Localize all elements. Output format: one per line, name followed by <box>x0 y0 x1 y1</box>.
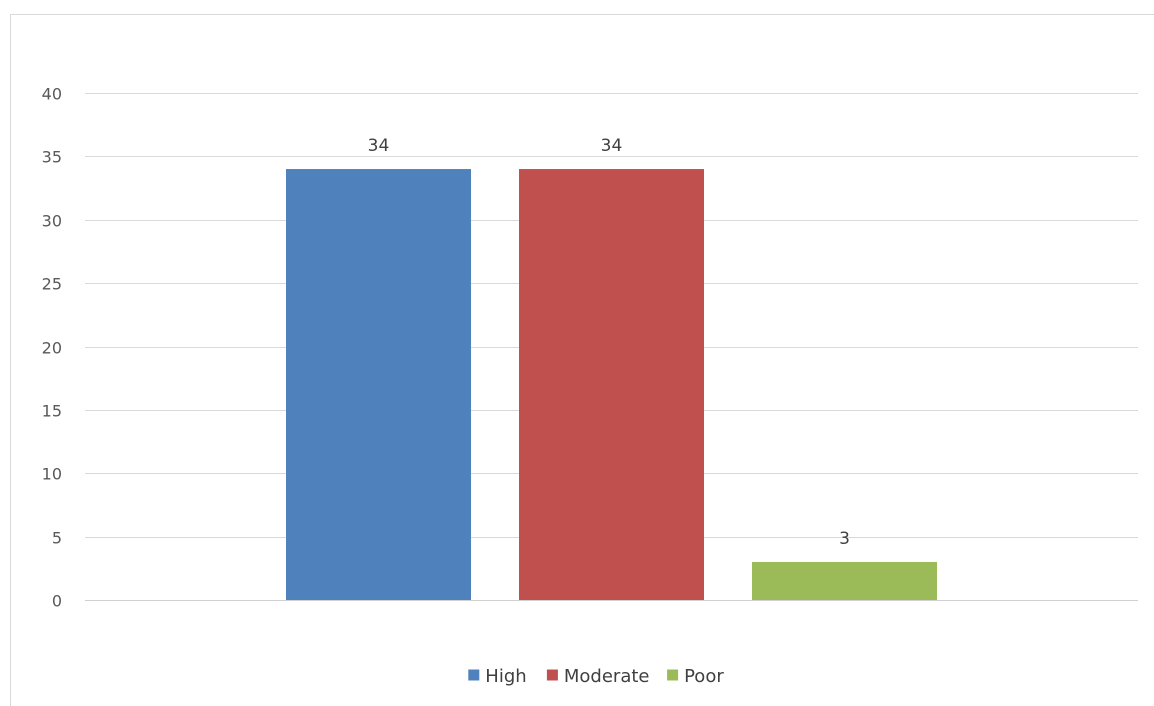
legend-label-high: High <box>485 666 526 687</box>
data-label-high: 34 <box>368 136 390 156</box>
y-tick-label: 10 <box>42 465 62 484</box>
y-tick-label: 0 <box>52 592 62 611</box>
data-label-moderate: 34 <box>601 136 623 156</box>
y-tick-label: 30 <box>42 212 62 231</box>
legend-swatch-poor <box>667 669 679 681</box>
y-tick-label: 40 <box>42 85 62 104</box>
bar-moderate <box>519 169 704 601</box>
legend-swatch-moderate <box>546 669 558 681</box>
y-tick-label: 35 <box>42 148 62 167</box>
legend-label-poor: Poor <box>684 666 724 687</box>
legend: High Moderate Poor <box>468 666 724 687</box>
bars <box>286 169 937 601</box>
data-label-poor: 3 <box>839 529 850 549</box>
y-tick-label: 20 <box>42 339 62 358</box>
y-tick-label: 5 <box>52 529 62 548</box>
data-labels: 34 34 3 <box>368 136 850 549</box>
y-tick-label: 25 <box>42 275 62 294</box>
legend-label-moderate: Moderate <box>564 666 650 687</box>
bar-poor <box>752 561 937 600</box>
bar-high <box>286 169 471 601</box>
y-axis-ticks: 0 5 10 15 20 25 30 35 40 <box>42 85 62 611</box>
y-tick-label: 15 <box>42 402 62 421</box>
legend-swatch-high <box>468 669 480 681</box>
